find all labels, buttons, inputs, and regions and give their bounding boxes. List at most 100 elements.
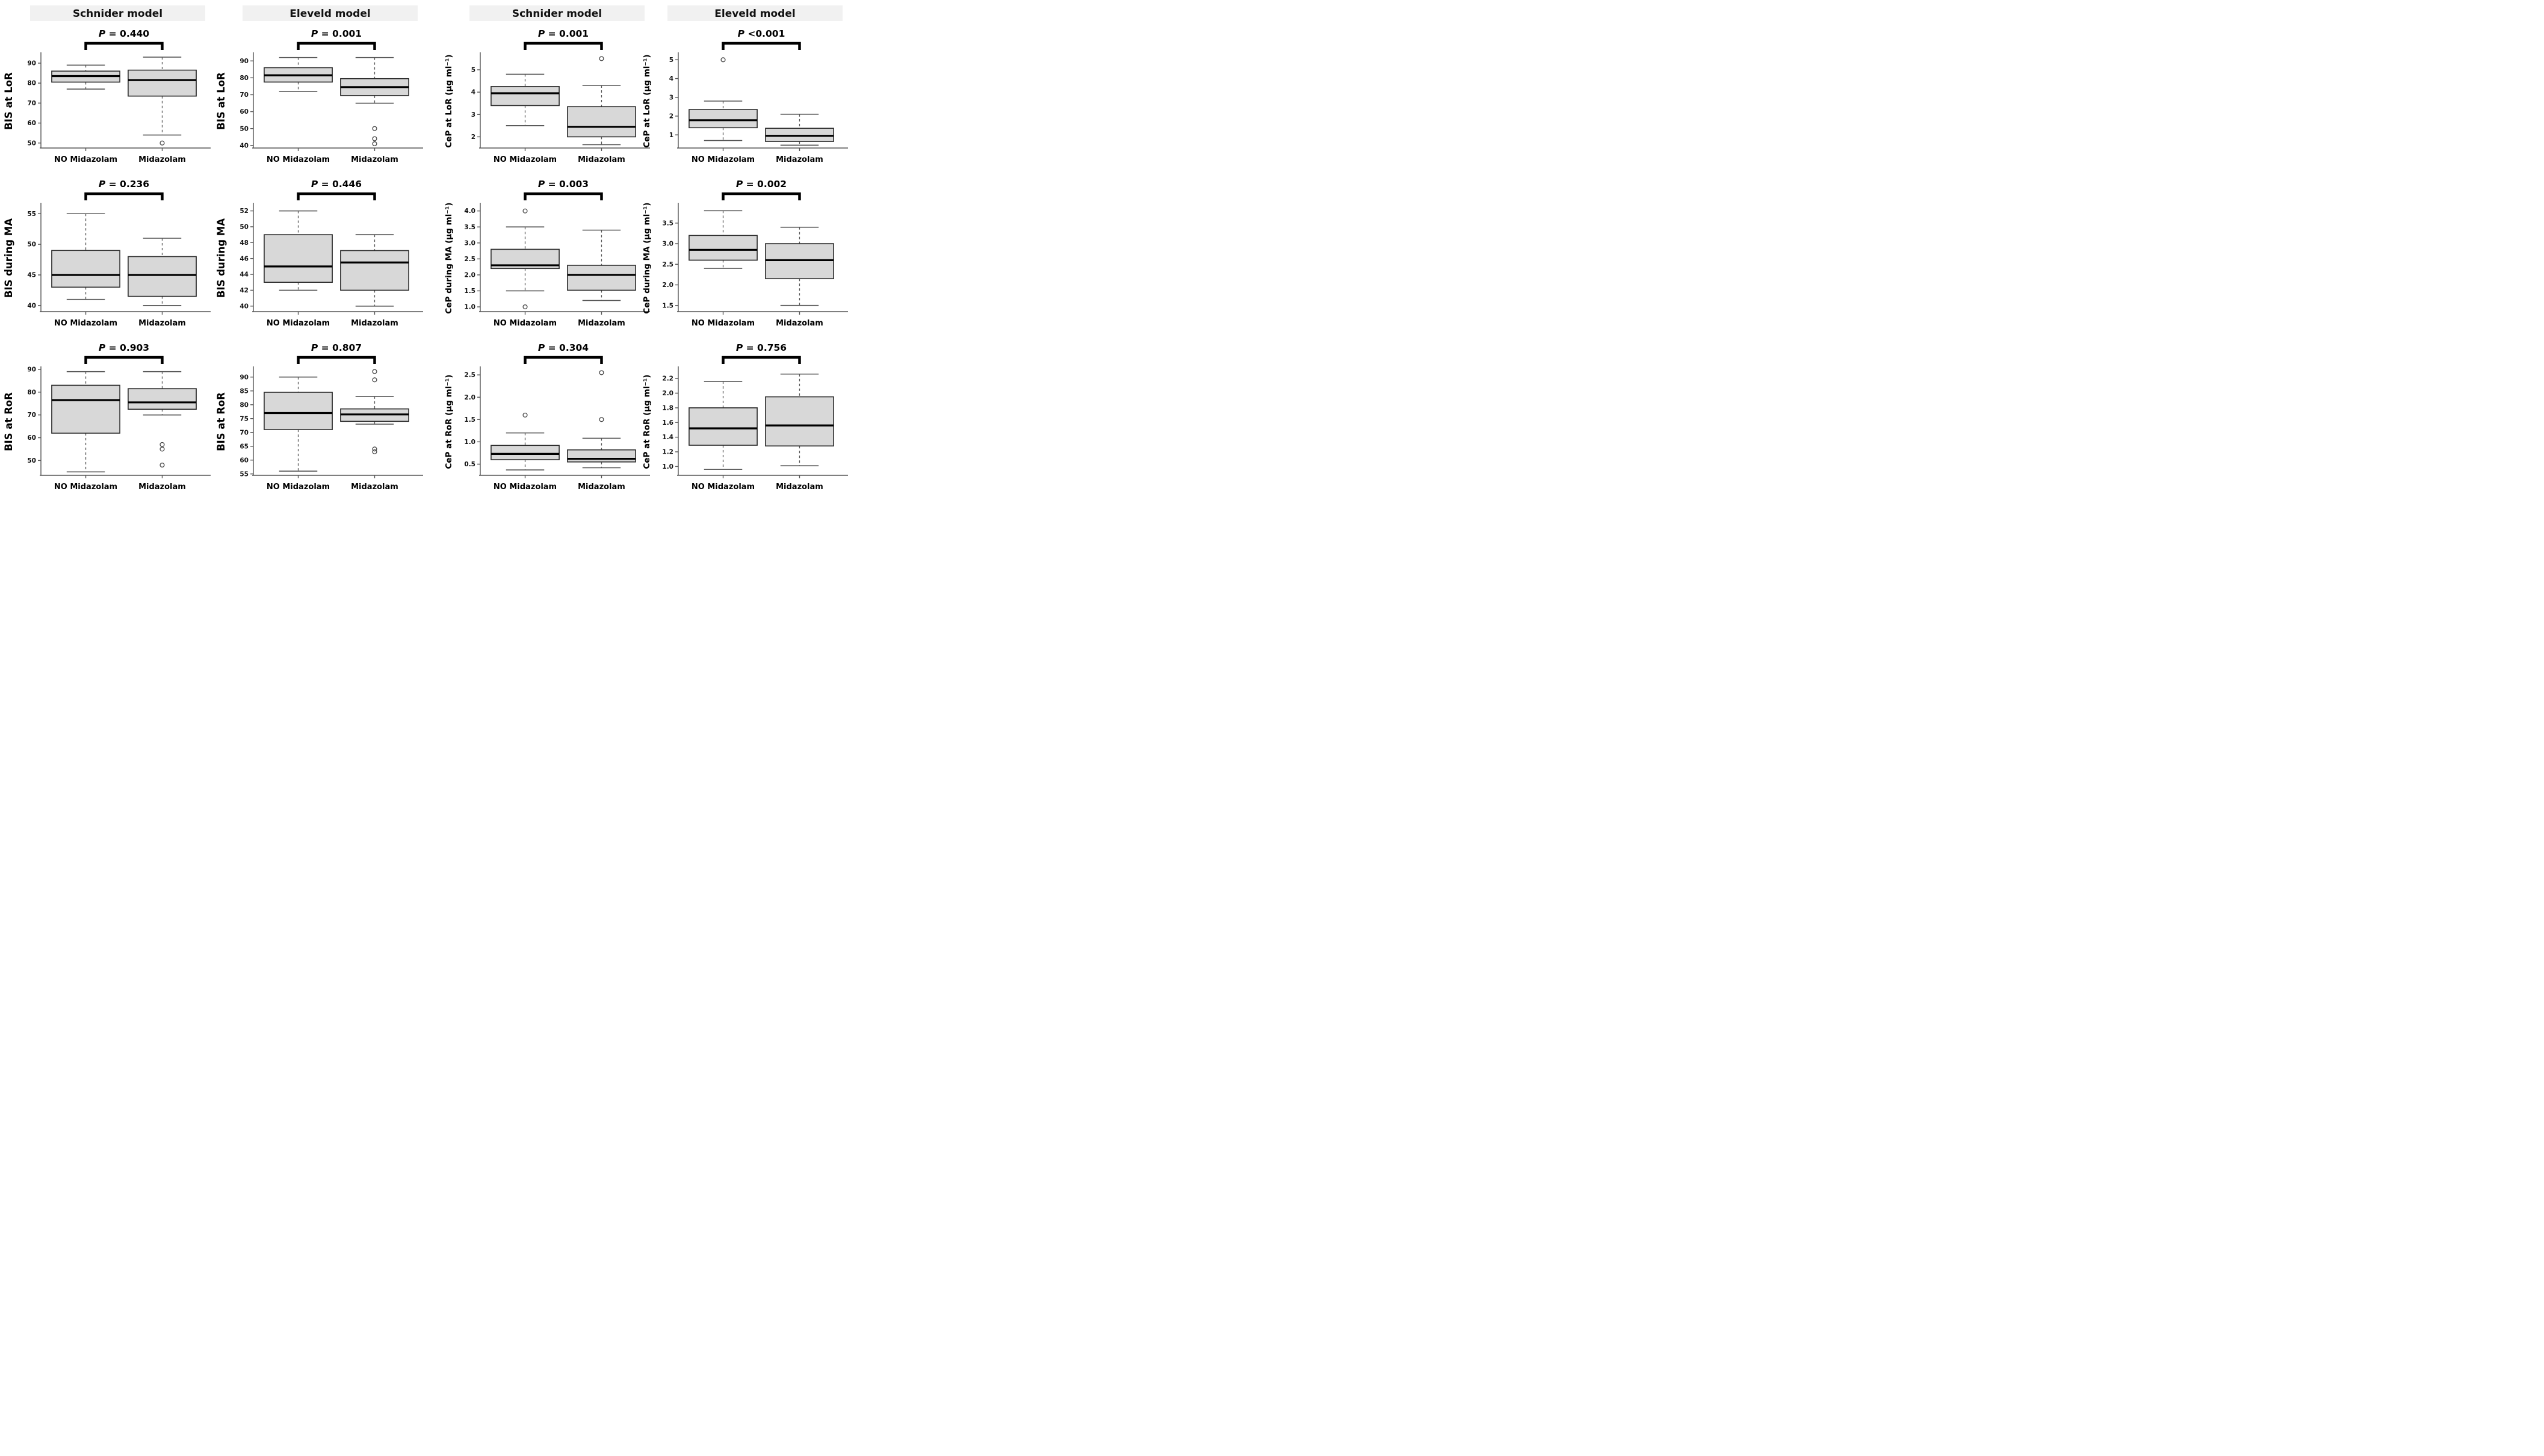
y-tick-label: 75	[240, 415, 249, 422]
y-tick-label: 1.5	[464, 416, 475, 424]
y-tick-label: 5	[471, 67, 475, 74]
y-tick-label: 3.0	[464, 239, 475, 247]
eleveld-bis-ma-plot: P = 0.446 40 42 44 46 48 50 52 BIS during MA NO M…	[215, 179, 423, 328]
y-tick-label: 70	[240, 429, 249, 436]
schnider-cep-lor-plot: Schnider model P = 0.001 2 3 4 5 CeP at LoR (µ…	[444, 5, 650, 164]
y-tick-label: 90	[240, 374, 249, 381]
outlier-point	[372, 449, 377, 454]
y-tick-label: 60	[27, 434, 36, 442]
y-tick-label: 0.5	[464, 461, 475, 468]
x-category-label-no-midazolam: NO Midazolam	[494, 483, 557, 492]
y-tick-label: 40	[27, 302, 36, 309]
y-tick-label: 80	[27, 80, 36, 87]
y-tick-label: 2.0	[662, 282, 673, 289]
x-category-label-no-midazolam: NO Midazolam	[692, 155, 755, 164]
y-tick-label: 90	[240, 58, 249, 65]
box-midazolam	[765, 373, 834, 466]
p-value-label: P = 0.304	[538, 342, 589, 353]
x-category-label-midazolam: Midazolam	[776, 319, 823, 328]
p-value-label: P <0.001	[738, 28, 785, 39]
y-tick-label: 1.4	[662, 434, 673, 441]
y-tick-label: 60	[240, 457, 249, 464]
p-value-label: P = 0.446	[311, 179, 362, 190]
y-axis-title: BIS at RoR	[3, 392, 14, 451]
boxplot-figure: Schnider model P = 0.440 50 60 70 80 90 BIS at …	[0, 0, 875, 498]
iqr-box	[567, 106, 636, 138]
p-value-label: P = 0.002	[736, 179, 787, 190]
x-category-label-no-midazolam: NO Midazolam	[54, 155, 117, 164]
column-header-band	[243, 5, 418, 21]
iqr-box	[689, 235, 758, 261]
x-category-label-midazolam: Midazolam	[351, 483, 398, 492]
y-axis-title: CeP at LoR (µg ml⁻¹)	[642, 54, 652, 147]
y-tick-label: 40	[240, 303, 249, 310]
significance-bracket	[84, 42, 164, 50]
significance-bracket	[524, 42, 603, 50]
outlier-point	[159, 140, 165, 146]
iqr-box	[567, 449, 636, 463]
column-header: Eleveld model	[714, 8, 795, 20]
y-tick-label: 3	[669, 94, 673, 101]
box-no-midazolam	[51, 371, 120, 473]
y-tick-label: 50	[27, 241, 36, 248]
significance-bracket	[722, 356, 801, 364]
panel-eleveld-cep-lor: Eleveld model P <0.001 1 2 3 4 5 CeP at LoR (µg…	[640, 4, 852, 167]
y-tick-label: 2.5	[662, 261, 673, 268]
significance-bracket	[84, 356, 164, 364]
y-tick-label: 44	[240, 271, 249, 279]
y-tick-label: 2.0	[662, 390, 673, 397]
box-no-midazolam	[689, 57, 758, 141]
panel-eleveld-bis-ror: P = 0.807 55 60 65 70 75 80 85 90 BIS at RoR NO Mi…	[215, 331, 427, 495]
x-category-label-midazolam: Midazolam	[351, 319, 398, 328]
outlier-point	[159, 442, 165, 447]
x-category-label-no-midazolam: NO Midazolam	[54, 319, 117, 328]
y-tick-label: 70	[27, 100, 36, 107]
outlier-point	[159, 446, 165, 452]
outlier-point	[599, 417, 604, 422]
x-category-label-no-midazolam: NO Midazolam	[692, 483, 755, 492]
y-tick-label: 3	[471, 111, 475, 119]
y-tick-label: 80	[27, 389, 36, 396]
y-tick-label: 3.5	[662, 220, 673, 227]
iqr-box	[128, 69, 197, 97]
significance-bracket	[524, 192, 603, 200]
y-tick-label: 1.0	[464, 304, 475, 311]
y-tick-label: 2.0	[464, 394, 475, 401]
eleveld-bis-lor-plot: Eleveld model P = 0.001 40 50 60 70 80 90 BIS at…	[215, 5, 423, 164]
box-no-midazolam	[689, 210, 758, 269]
box-no-midazolam	[491, 73, 560, 126]
panel-schnider-cep-ror: P = 0.304 0.5 1.0 1.5 2.0 2.5 CeP at RoR (µg m…	[442, 331, 650, 495]
box-no-midazolam	[264, 210, 333, 291]
panel-eleveld-bis-ma: P = 0.446 40 42 44 46 48 50 52 BIS during MA NO M…	[215, 167, 427, 331]
outlier-point	[372, 141, 377, 147]
y-axis-title: BIS at LoR	[3, 72, 14, 130]
box-no-midazolam	[491, 412, 560, 470]
outlier-point	[372, 136, 377, 141]
column-header-band	[667, 5, 843, 21]
box-no-midazolam	[491, 208, 560, 310]
y-tick-label: 2.2	[662, 375, 673, 383]
box-no-midazolam	[264, 57, 333, 92]
box-midazolam	[567, 370, 636, 469]
iqr-box	[567, 265, 636, 291]
y-tick-label: 2	[669, 113, 673, 120]
x-category-label-no-midazolam: NO Midazolam	[267, 483, 330, 492]
column-header: Schnider model	[73, 8, 162, 20]
y-tick-label: 1.0	[464, 439, 475, 446]
y-tick-label: 1.5	[662, 302, 673, 309]
y-tick-label: 1.5	[464, 288, 475, 295]
y-tick-label: 55	[240, 470, 249, 478]
panel-schnider-bis-ror: P = 0.903 50 60 70 80 90 BIS at RoR NO Midazola…	[2, 331, 215, 495]
y-tick-label: 60	[240, 108, 249, 116]
y-tick-label: 65	[240, 443, 249, 450]
y-axis-title: CeP at LoR (µg ml⁻¹)	[444, 54, 454, 147]
box-no-midazolam	[689, 381, 758, 470]
y-tick-label: 5	[669, 57, 673, 64]
box-no-midazolam	[51, 213, 120, 300]
y-tick-label: 1	[669, 132, 673, 139]
y-tick-label: 45	[27, 272, 36, 279]
box-midazolam	[128, 371, 197, 468]
box-midazolam	[765, 226, 834, 306]
box-midazolam	[340, 369, 409, 454]
box-midazolam	[128, 57, 197, 146]
